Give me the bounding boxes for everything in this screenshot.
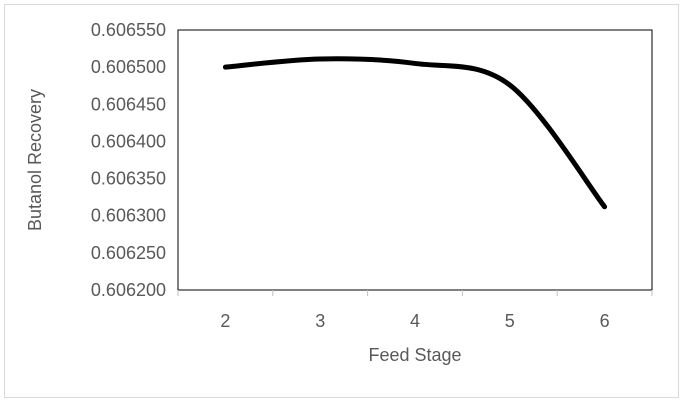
x-axis-title: Feed Stage [368, 345, 461, 365]
x-tick-label: 4 [410, 311, 420, 331]
x-axis-ticks: 2 3 4 5 6 [177, 290, 653, 331]
y-tick-label: 0.606550 [91, 20, 166, 40]
y-tick-label: 0.606450 [91, 94, 166, 114]
y-tick-label: 0.606400 [91, 131, 166, 151]
y-tick-label: 0.606250 [91, 243, 166, 263]
y-tick-label: 0.606200 [91, 280, 166, 300]
series-layer [222, 56, 608, 210]
y-axis-title: Butanol Recovery [25, 89, 45, 231]
chart-area [4, 4, 679, 398]
y-axis-ticks: 0.606200 0.606250 0.606300 0.606350 0.606400… [91, 20, 166, 300]
x-tick-label: 3 [315, 311, 325, 331]
x-tick-label: 6 [600, 311, 610, 331]
plot-area [177, 29, 653, 291]
x-tick-label: 2 [220, 311, 230, 331]
plot-border [177, 29, 653, 291]
series-line [222, 56, 608, 210]
y-tick-label: 0.606350 [91, 169, 166, 189]
y-tick-label: 0.606500 [91, 57, 166, 77]
x-tick-label: 5 [505, 311, 515, 331]
y-tick-label: 0.606300 [91, 206, 166, 226]
